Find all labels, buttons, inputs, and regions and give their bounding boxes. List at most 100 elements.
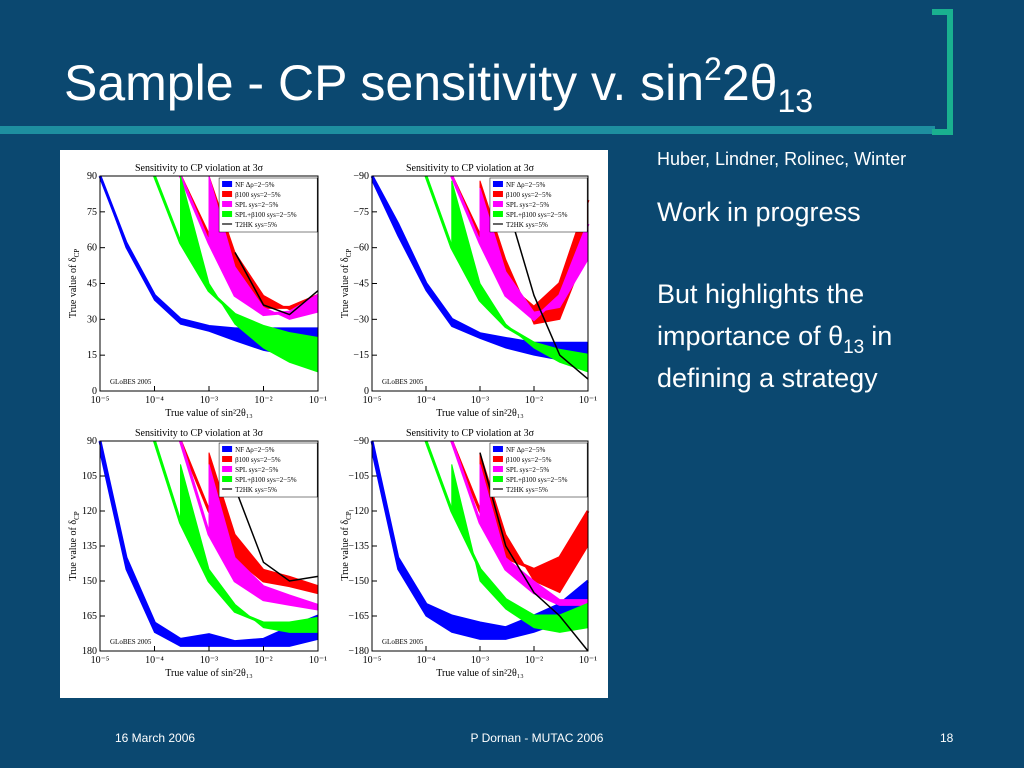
legend-label: β100 sys=2−5% — [235, 456, 281, 464]
x-tick-label: 10⁻³ — [471, 655, 489, 666]
y-axis-label: True value of δCP — [68, 511, 81, 580]
legend-label: SPL sys=2−5% — [235, 201, 278, 209]
legend-swatch — [222, 456, 233, 462]
legend-swatch — [492, 201, 503, 207]
x-tick-label: 10⁻³ — [200, 395, 218, 406]
legend-swatch — [222, 466, 233, 472]
y-tick-label: −105 — [348, 471, 369, 482]
annotation: GLoBES 2005 — [382, 638, 424, 646]
legend-label: β100 sys=2−5% — [235, 191, 281, 199]
y-label-text: True value of δ — [68, 257, 79, 318]
x-tick-label: 10⁻⁴ — [145, 395, 164, 406]
curve — [98, 175, 318, 331]
y-label-text: True value of δ — [340, 257, 351, 318]
annotation: GLoBES 2005 — [110, 638, 152, 646]
y-tick-label: 150 — [82, 576, 97, 587]
y-tick-label: 0 — [364, 386, 369, 397]
y-label-sub: CP — [345, 511, 353, 520]
x-tick-label: 10⁻⁵ — [363, 655, 382, 666]
curve — [505, 199, 589, 380]
y-tick-label: 45 — [87, 279, 97, 290]
legend-label: T2HK sys=5% — [235, 486, 277, 494]
title-rule — [0, 126, 935, 134]
authors: Huber, Lindner, Rolinec, Winter — [657, 149, 906, 169]
y-tick-label: 0 — [92, 386, 97, 397]
y-tick-label: −60 — [353, 243, 369, 254]
curve — [153, 440, 319, 625]
y-tick-label: −45 — [353, 279, 369, 290]
legend-box — [489, 177, 588, 233]
x-tick-label: 10⁻¹ — [579, 655, 597, 666]
y-axis-label: True value of δCP — [340, 511, 353, 580]
y-label-sub: CP — [345, 249, 353, 258]
title-main: Sample - CP sensitivity v. sin — [64, 55, 704, 111]
status: Work in progress — [657, 197, 861, 227]
legend-box — [218, 442, 318, 498]
legend-label: SPL+β100 sys=2−5% — [235, 476, 297, 484]
legend-label: SPL sys=2−5% — [506, 466, 549, 474]
x-tick-label: 10⁻⁴ — [417, 655, 436, 666]
y-label-sub: CP — [73, 249, 81, 258]
curve — [424, 175, 589, 357]
legend-swatch — [492, 446, 503, 452]
y-tick-label: −15 — [353, 350, 369, 361]
legend-label: SPL+β100 sys=2−5% — [506, 211, 568, 219]
curve — [179, 175, 319, 317]
note-sub: 13 — [843, 337, 864, 358]
y-tick-label: 120 — [82, 506, 97, 517]
legend-label: T2HK sys=5% — [506, 486, 548, 494]
legend-label: NF Δρ=2−5% — [506, 181, 546, 189]
curve — [153, 175, 319, 340]
plots: Sensitivity to CP violation at 3σ True va… — [68, 163, 597, 679]
legend-label: T2HK sys=5% — [235, 221, 277, 229]
legend-label: NF Δρ=2−5% — [235, 446, 275, 454]
footer-center: P Dornan - MUTAC 2006 — [471, 731, 604, 745]
plot-title: Sensitivity to CP violation at 3σ — [135, 163, 264, 174]
plot-title: Sensitivity to CP violation at 3σ — [406, 428, 535, 439]
legend-swatch — [492, 191, 503, 197]
legend-swatch — [222, 476, 233, 482]
plot-marks — [98, 440, 319, 647]
x-tick-label: 10⁻¹ — [309, 655, 327, 666]
y-tick-label: 60 — [87, 243, 97, 254]
annotation: GLoBES 2005 — [382, 378, 424, 386]
x-axis-label: True value of sin²2θ₁₃ — [436, 668, 523, 679]
y-axis-label: True value of δCP — [340, 249, 353, 318]
note-text: in — [871, 321, 892, 351]
curve — [234, 487, 319, 582]
legend-swatch — [222, 191, 233, 197]
plot-title: Sensitivity to CP violation at 3σ — [406, 163, 535, 174]
y-tick-label: 105 — [82, 471, 97, 482]
legend-label: SPL+β100 sys=2−5% — [506, 476, 568, 484]
plot-title: Sensitivity to CP violation at 3σ — [135, 428, 264, 439]
legend-swatch — [222, 211, 233, 217]
title-sup: 2 — [704, 51, 722, 87]
y-tick-label: 15 — [87, 350, 97, 361]
x-tick-label: 10⁻⁵ — [363, 395, 382, 406]
note-line: defining a strategy — [657, 363, 878, 393]
y-tick-label: −150 — [348, 576, 369, 587]
note-text: importance of θ — [657, 321, 843, 351]
y-tick-label: −120 — [348, 506, 369, 517]
legend-label: SPL sys=2−5% — [235, 466, 278, 474]
y-tick-label: 135 — [82, 541, 97, 552]
curve — [179, 440, 319, 611]
x-tick-label: 10⁻⁵ — [91, 395, 110, 406]
curve — [179, 440, 319, 595]
curve — [234, 252, 319, 316]
x-tick-label: 10⁻² — [525, 655, 543, 666]
y-tick-label: 75 — [87, 207, 97, 218]
y-label-text: True value of δ — [340, 520, 351, 581]
y-tick-label: −30 — [353, 314, 369, 325]
y-tick-label: 165 — [82, 611, 97, 622]
legend-box — [489, 442, 588, 498]
title-mid: 2θ — [722, 55, 778, 111]
y-tick-label: 180 — [82, 646, 97, 657]
y-tick-label: −135 — [348, 541, 369, 552]
legend-box — [218, 177, 318, 233]
legend-swatch — [222, 201, 233, 207]
x-tick-label: 10⁻³ — [200, 655, 218, 666]
y-tick-label: −165 — [348, 611, 369, 622]
legend-label: SPL sys=2−5% — [506, 201, 549, 209]
